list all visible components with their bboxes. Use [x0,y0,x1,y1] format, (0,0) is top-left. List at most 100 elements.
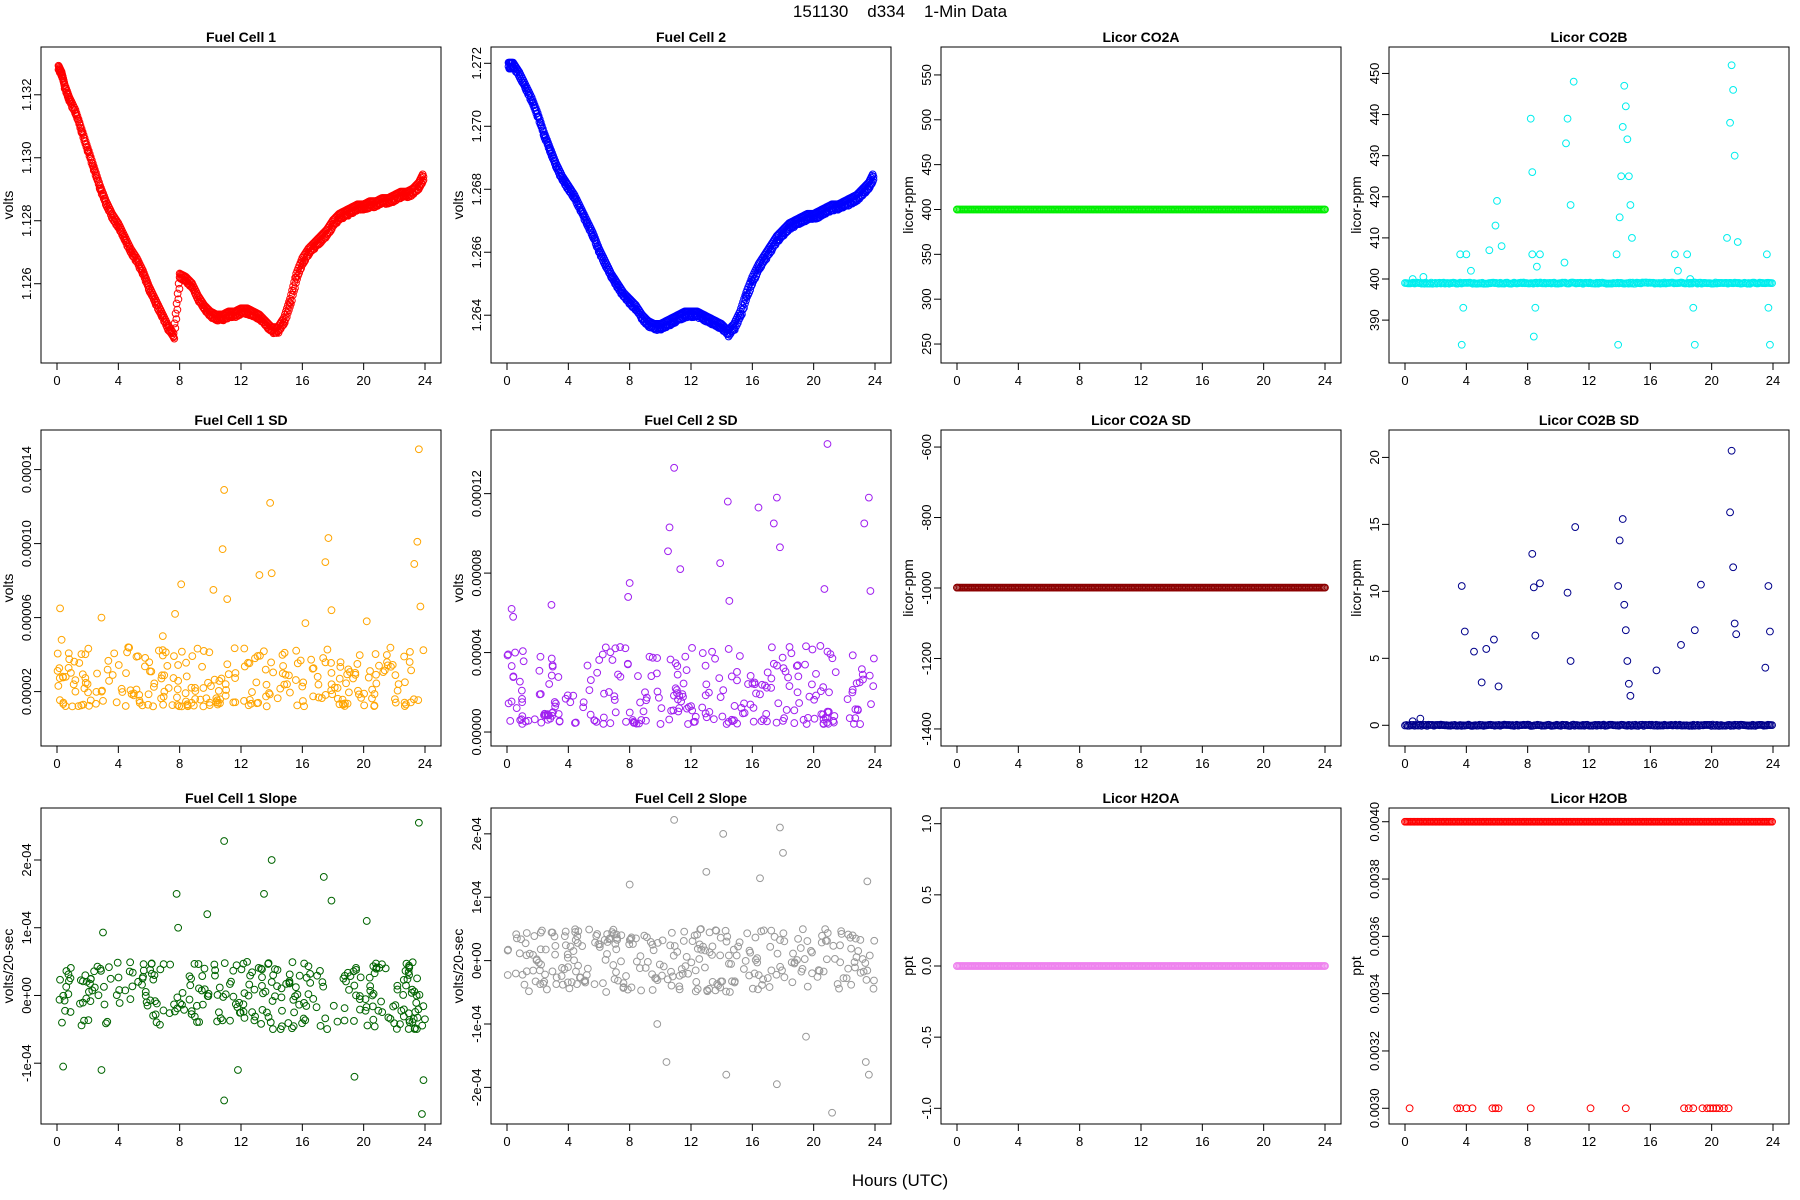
data-point [175,273,184,282]
data-point [173,993,182,1002]
data-point [831,954,839,963]
data-point [703,986,711,995]
data-point [716,951,725,960]
data-point [234,1066,242,1074]
data-point [206,311,215,320]
data-point [522,929,531,937]
data-point [648,940,657,949]
data-point [1727,61,1736,70]
data-point [93,669,101,678]
data-point [76,999,84,1008]
data-point [345,688,353,697]
data-point [863,877,872,886]
x-tick-label: 12 [684,756,698,771]
data-point [414,696,423,705]
data-point [1416,714,1425,723]
data-point [402,700,410,709]
data-point [281,670,290,679]
data-point [285,977,294,985]
data-point [653,1020,662,1028]
data-point [1456,250,1465,259]
data-point [158,671,166,680]
data-point [244,701,253,710]
data-point [782,706,791,714]
data-point [152,999,161,1008]
data-point [1764,582,1773,590]
data-point [797,216,806,225]
data-point [1490,635,1498,644]
data-point [1612,250,1621,259]
data-point [327,668,336,677]
data-point [239,1007,248,1016]
data-point [407,666,416,675]
data-points [53,445,428,711]
data-point [171,309,180,318]
data-point [419,172,428,181]
data-point [94,991,103,1000]
data-point [730,702,739,710]
data-point [601,260,610,269]
data-point [233,1003,242,1011]
data-point [190,959,199,968]
data-point [53,649,62,658]
data-point [765,983,774,991]
data-point [1493,196,1501,205]
data-point [394,680,403,689]
data-point [767,643,776,652]
x-tick-label: 12 [234,373,248,388]
data-point [724,717,733,726]
data-point [301,619,310,628]
data-point [58,1018,66,1027]
data-point [182,658,190,667]
x-tick-label: 0 [953,1134,960,1149]
data-point [551,950,560,959]
x-tick-label: 0 [953,373,960,388]
data-point [97,687,106,696]
data-point [518,712,527,721]
data-point [1457,340,1466,349]
data-point [830,712,839,720]
data-point [319,873,328,881]
data-point [802,642,810,651]
data-point [705,688,713,697]
data-point [590,716,599,725]
data-point [750,969,759,978]
data-point [196,695,205,704]
data-point [258,1005,267,1014]
data-point [177,702,186,711]
data-point [172,889,181,898]
plot-frame [940,46,1342,364]
data-point [516,716,525,725]
data-point [173,305,182,314]
data-point [129,691,138,700]
x-tick-label: 4 [1463,373,1470,388]
data-point [370,969,379,978]
y-axis-label: volts [0,191,16,220]
data-point [1680,1104,1688,1113]
data-point [625,708,634,717]
data-point [867,700,875,709]
data-point [173,289,182,298]
x-tick-label: 4 [1463,756,1470,771]
y-tick-label: 0.00002 [19,668,34,715]
data-point [257,964,265,973]
data-point [829,718,838,727]
data-point [722,720,731,728]
data-point [220,486,229,494]
data-point [71,687,80,696]
data-point [512,704,521,712]
data-point [687,958,696,967]
data-point [77,128,86,137]
data-point [693,944,702,953]
data-point [1614,340,1623,349]
y-tick-label: -1200 [919,642,934,675]
data-point [736,311,744,320]
data-point [365,201,374,209]
data-point [566,942,575,951]
data-point [739,965,748,973]
data-point [670,691,678,700]
data-point [790,706,799,715]
x-tick-label: 12 [1134,373,1148,388]
data-point [1459,303,1468,312]
data-point [342,679,350,688]
